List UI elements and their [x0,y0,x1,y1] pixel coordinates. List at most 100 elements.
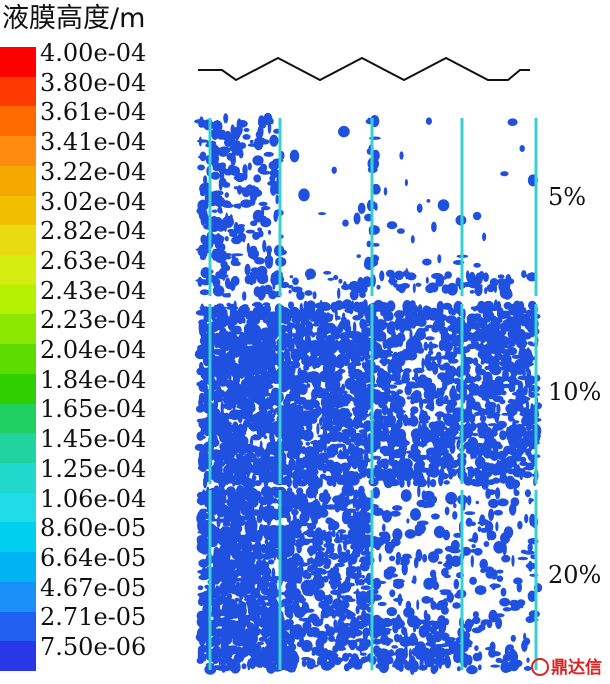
film-spot [305,464,314,469]
film-spot [250,267,260,273]
film-spot [227,414,231,418]
film-spot [261,600,267,608]
film-spot [486,489,497,496]
film-spot [519,461,529,467]
film-spot [436,444,447,452]
film-spot [388,478,400,487]
film-spot [429,479,437,488]
film-spot [356,254,362,258]
film-spot [495,617,503,630]
film-spot [323,314,334,323]
film-spot [528,610,540,618]
film-spot [350,430,355,443]
film-spot [261,498,273,503]
legend-swatch [0,522,36,553]
film-spot [348,348,353,357]
film-spot [259,523,264,535]
film-spot [292,418,302,424]
film-spot [528,391,537,398]
film-spot [437,561,443,565]
film-spot [326,594,333,605]
film-spot [522,466,535,471]
film-spot [421,501,430,509]
film-spot [437,254,442,264]
film-spot [499,430,507,441]
film-spot [452,511,458,520]
legend-swatch [0,314,36,345]
film-spot [310,312,318,322]
film-spot [347,567,352,571]
film-spot [310,485,319,497]
film-spot [297,480,308,487]
film-spot [328,522,333,531]
film-spot [225,281,235,290]
film-spot [296,627,307,639]
film-spot [388,573,399,578]
film-spot [493,509,503,516]
film-spot [291,343,295,347]
film-spot [215,233,221,244]
film-spot [360,585,371,590]
film-spot [351,382,359,385]
film-spot [499,399,506,405]
film-spot [528,300,537,310]
film-spot [510,497,520,507]
film-spot [225,614,235,620]
film-spot [287,602,292,611]
film-spot [324,536,333,544]
film-spot [218,267,228,277]
film-spot [242,134,251,140]
film-spot [331,468,338,481]
film-spot [497,453,507,461]
film-spot [359,556,368,564]
film-spot [239,399,243,409]
film-spot [406,272,417,281]
film-spot [402,414,409,427]
film-spot [354,369,360,373]
legend-swatch [0,641,36,672]
film-spot [431,468,440,476]
film-spot [412,575,417,585]
film-spot [371,594,382,601]
film-spot [486,284,496,293]
film-spot [489,342,497,354]
film-spot [479,414,487,423]
film-spot [226,388,231,402]
film-spot [472,440,478,446]
film-spot [251,462,262,476]
film-spot [392,398,401,411]
film-spot [454,324,461,331]
film-spot [306,471,314,478]
film-spot [204,367,210,380]
film-spot [515,443,527,447]
film-spot [289,275,294,279]
film-spot [422,258,432,266]
film-spot [204,558,209,563]
film-spot [262,377,274,385]
film-spot [373,647,383,658]
film-spot [288,520,294,528]
film-spot [330,552,339,560]
film-spot [427,475,431,489]
film-spot [259,170,271,175]
film-spot [406,396,411,400]
film-spot [232,229,238,240]
film-spot [422,306,432,311]
film-spot [480,360,485,365]
film-spot [198,392,205,404]
film-spot [477,651,483,661]
film-spot [346,474,352,486]
film-spot [306,410,312,421]
film-spot [322,648,329,660]
film-spot [222,253,232,257]
film-spot [468,538,478,543]
film-spot [500,330,504,339]
film-spot [322,428,328,441]
film-spot [254,379,264,386]
film-spot [410,508,421,521]
film-spot [396,418,403,429]
film-spot [352,625,357,636]
film-spot [249,458,258,463]
film-spot [397,446,407,460]
